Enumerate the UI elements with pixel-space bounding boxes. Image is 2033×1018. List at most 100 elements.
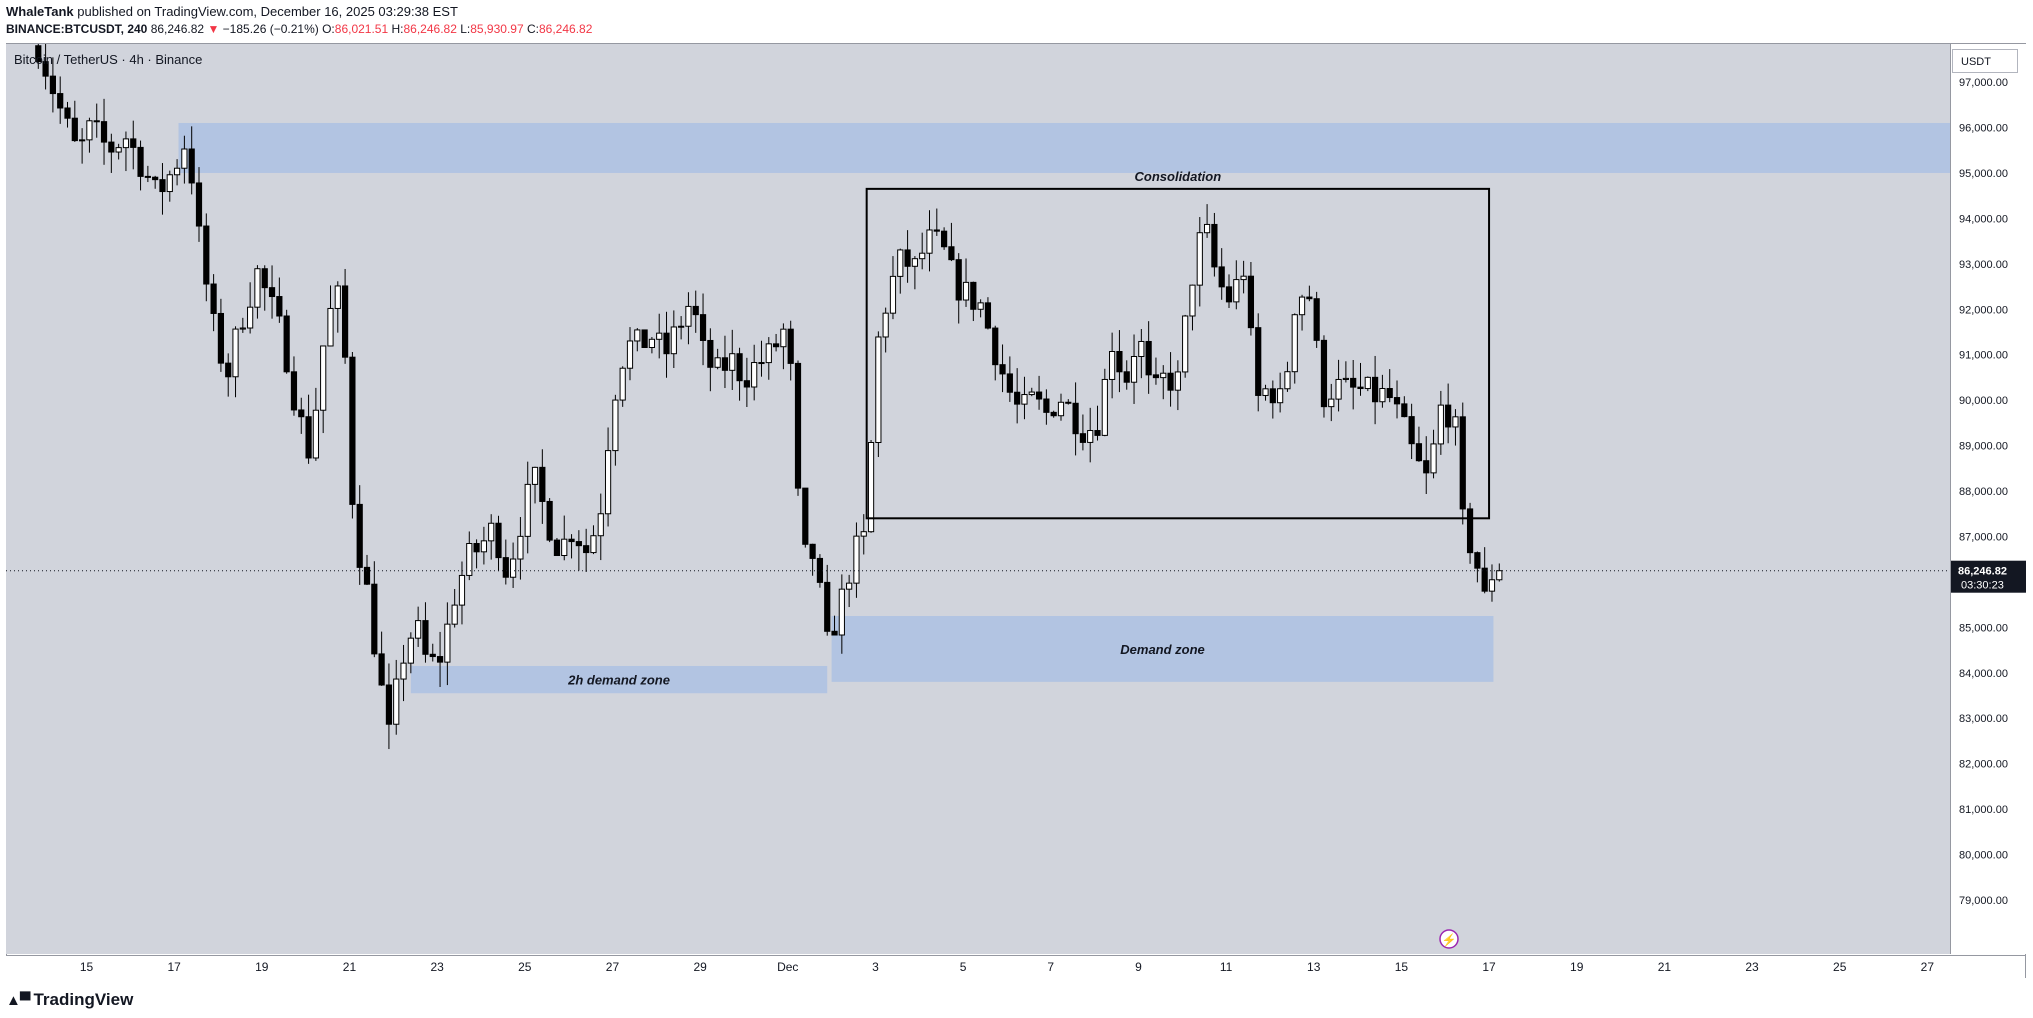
time-tick-label: 29	[693, 960, 707, 974]
candle-down	[758, 362, 765, 365]
price-tick-label: 85,000.00	[1959, 622, 2008, 634]
candle-down	[1123, 371, 1130, 383]
time-tick-label: 21	[1658, 960, 1672, 974]
candle-up	[911, 258, 918, 267]
time-tick-label: 5	[960, 960, 967, 974]
price-tick-label: 81,000.00	[1959, 804, 2008, 816]
candle-up	[247, 306, 254, 329]
candle-down	[1306, 296, 1313, 300]
candle-down	[35, 45, 42, 63]
candle-up	[604, 450, 612, 515]
candle-down	[195, 182, 203, 227]
candle-down	[188, 148, 195, 184]
candle-up	[875, 336, 882, 443]
candle-down	[1079, 433, 1087, 443]
candle-up	[320, 345, 327, 411]
consolidation-box[interactable]	[865, 187, 1491, 520]
tradingview-footer[interactable]: ▲▀ TradingView	[6, 990, 133, 1010]
candle-up	[1182, 315, 1189, 373]
close-value: 86,246.82	[538, 22, 593, 36]
demand-zone[interactable]	[831, 616, 1494, 682]
time-tick-label: 19	[255, 960, 269, 974]
time-tick-label: 11	[1220, 960, 1233, 974]
candle-up	[1189, 284, 1196, 317]
candle-down	[261, 268, 268, 289]
currency-button[interactable]: USDT	[1952, 49, 2018, 73]
candle-down	[1035, 391, 1043, 400]
candle-down	[1065, 401, 1072, 404]
candle-up	[173, 167, 181, 176]
candle-down	[692, 305, 699, 316]
brand-name: TradingView	[33, 990, 134, 1009]
chart-plot-area[interactable]: 6h supply zoneConsolidationDemand zone2h…	[6, 44, 1950, 954]
candle-up	[1057, 401, 1065, 417]
candle-up	[1277, 388, 1284, 404]
candle-up	[510, 558, 517, 578]
demand-zone-2h[interactable]	[410, 665, 828, 694]
candle-down	[824, 581, 831, 632]
candle-up	[919, 252, 926, 260]
candle-up	[1130, 356, 1138, 383]
candle-up	[393, 678, 400, 725]
candle-up	[597, 513, 604, 537]
candle-up	[115, 147, 122, 153]
candle-down	[1423, 460, 1430, 474]
candle-down	[546, 500, 553, 541]
price-axis[interactable]: 79,000.00 80,000.00 81,000.00 82,000.00 83,0…	[1950, 44, 2026, 954]
candle-up	[634, 329, 641, 342]
high-label: H:	[391, 22, 404, 36]
candle-up	[765, 343, 772, 364]
time-tick-label: 25	[518, 960, 532, 974]
candle-down	[422, 620, 429, 655]
candle-up	[648, 338, 656, 348]
candle-up	[1174, 371, 1181, 391]
candle-down	[1218, 266, 1225, 288]
candle-up	[678, 325, 685, 328]
candle-up	[400, 662, 407, 680]
candle-down	[93, 120, 100, 123]
time-tick-label: Dec	[777, 960, 798, 974]
author-name[interactable]: WhaleTank	[6, 4, 74, 19]
candle-down	[999, 364, 1006, 375]
time-tick-label: 23	[430, 960, 444, 974]
candle-down	[1320, 339, 1328, 408]
candle-up	[1298, 296, 1306, 316]
price-tick-label: 83,000.00	[1959, 713, 2008, 725]
candle-down	[1459, 416, 1466, 510]
candle-up	[1291, 314, 1298, 373]
candle-down	[108, 141, 115, 153]
price-tick-label: 88,000.00	[1959, 486, 2008, 498]
candle-down	[1167, 372, 1174, 391]
candle-up	[1496, 570, 1503, 581]
candle-up	[1262, 388, 1269, 396]
price-tick-label: 79,000.00	[1959, 895, 2008, 907]
time-axis[interactable]: 15 17 19 21 23 25 27 29 Dec 3 5 7 9 11 13 15 17 19 21 23 25 2…	[6, 955, 2025, 978]
publish-info: WhaleTank published on TradingView.com, …	[6, 4, 458, 19]
candle-down	[144, 175, 151, 178]
published-text: published on TradingView.com, December 1…	[77, 4, 458, 19]
candle-down	[736, 353, 743, 382]
candle-down	[1408, 416, 1415, 445]
candle-down	[1357, 386, 1364, 390]
candle-down	[49, 75, 56, 95]
candle-up	[1240, 275, 1247, 281]
candle-down	[1474, 552, 1481, 569]
candle-down	[992, 327, 999, 366]
candle-down	[298, 409, 305, 418]
candle-up	[312, 409, 319, 459]
candle-up	[962, 281, 970, 301]
candle-up	[1233, 279, 1240, 303]
lightning-icon[interactable]: ⚡	[1439, 929, 1459, 949]
candle-up	[926, 229, 933, 254]
candle-up	[977, 302, 984, 310]
candlestick-chart[interactable]: 6h supply zoneConsolidationDemand zone2h…	[6, 44, 1950, 954]
candle-up	[1284, 371, 1291, 390]
candle-down	[948, 246, 955, 261]
candle-up	[670, 326, 677, 355]
candle-up	[488, 522, 495, 542]
supply-zone[interactable]	[178, 122, 1950, 173]
candle-down	[283, 315, 290, 373]
candle-up	[1028, 391, 1035, 396]
candle-down	[152, 176, 159, 181]
candle-down	[743, 380, 750, 388]
